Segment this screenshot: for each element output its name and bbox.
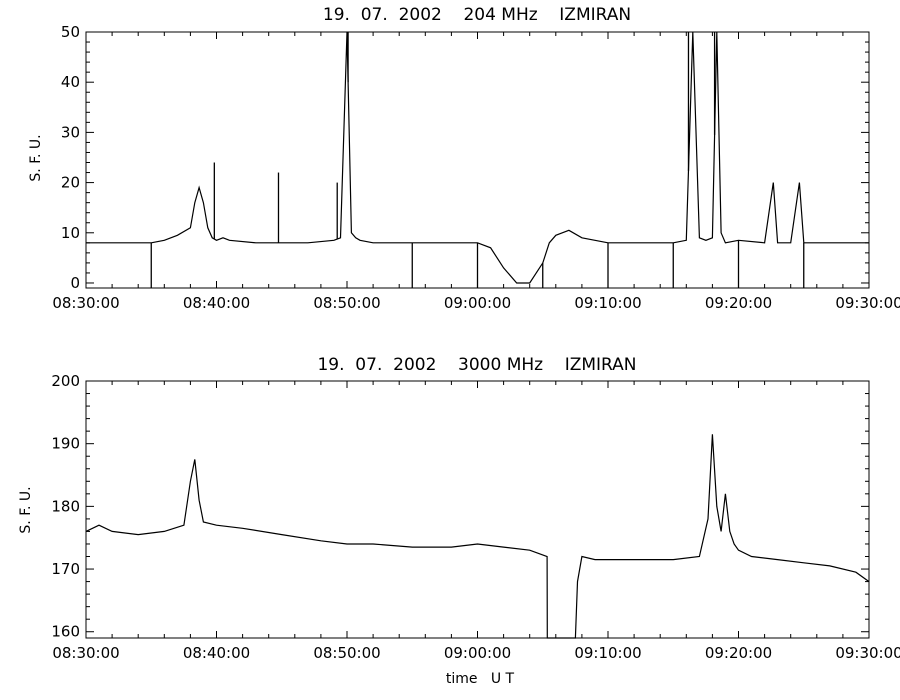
y-tick-label: 200	[51, 372, 80, 390]
chart-title: 19. 07. 2002 3000 MHz IZMIRAN	[317, 355, 636, 375]
y-tick-label: 170	[51, 560, 80, 578]
chart-3000mhz: 19. 07. 2002 3000 MHz IZMIRAN S. F. U. t…	[18, 355, 900, 687]
plot-frame	[85, 31, 870, 289]
x-tick-label: 09:00:00	[444, 294, 511, 312]
x-axis-label: time U T	[446, 671, 515, 687]
series-line	[85, 434, 870, 639]
y-tick-label: 160	[51, 623, 80, 641]
y-axis-label: S. F. U.	[28, 134, 44, 181]
x-tick-label: 09:00:00	[444, 644, 511, 662]
x-tick-label: 09:20:00	[705, 294, 772, 312]
x-tick-label: 09:30:00	[835, 294, 900, 312]
y-tick-label: 20	[61, 174, 80, 192]
data-lines	[86, 31, 869, 288]
x-tick-label: 09:20:00	[705, 644, 772, 662]
x-tick-label: 09:10:00	[574, 294, 641, 312]
ticks: 08:30:00 08:40:00 08:50:00 09:00:00 09:10:00…	[51, 372, 900, 662]
plot-frame	[85, 380, 870, 639]
y-axis-label: S. F. U.	[18, 486, 34, 533]
chart-204mhz: 19. 07. 2002 204 MHz IZMIRAN S. F. U. 08…	[28, 5, 900, 312]
x-tick-label: 08:40:00	[183, 644, 250, 662]
x-tick-label: 09:30:00	[835, 644, 900, 662]
x-tick-label: 08:30:00	[52, 644, 119, 662]
x-tick-label: 08:50:00	[313, 644, 380, 662]
y-tick-label: 180	[51, 497, 80, 515]
y-tick-label: 30	[61, 123, 80, 141]
series-line	[86, 31, 869, 284]
x-tick-label: 08:50:00	[313, 294, 380, 312]
y-tick-label: 50	[61, 23, 80, 41]
y-tick-label: 0	[70, 274, 80, 292]
data-lines	[85, 434, 870, 639]
chart-title: 19. 07. 2002 204 MHz IZMIRAN	[323, 5, 631, 25]
y-tick-label: 40	[61, 73, 80, 91]
ticks: 08:30:00 08:40:00 08:50:00 09:00:00 09:10:00…	[52, 23, 900, 312]
y-tick-label: 190	[51, 435, 80, 453]
x-tick-label: 09:10:00	[574, 644, 641, 662]
x-tick-label: 08:30:00	[52, 294, 119, 312]
y-tick-label: 10	[61, 224, 80, 242]
x-tick-label: 08:40:00	[183, 294, 250, 312]
